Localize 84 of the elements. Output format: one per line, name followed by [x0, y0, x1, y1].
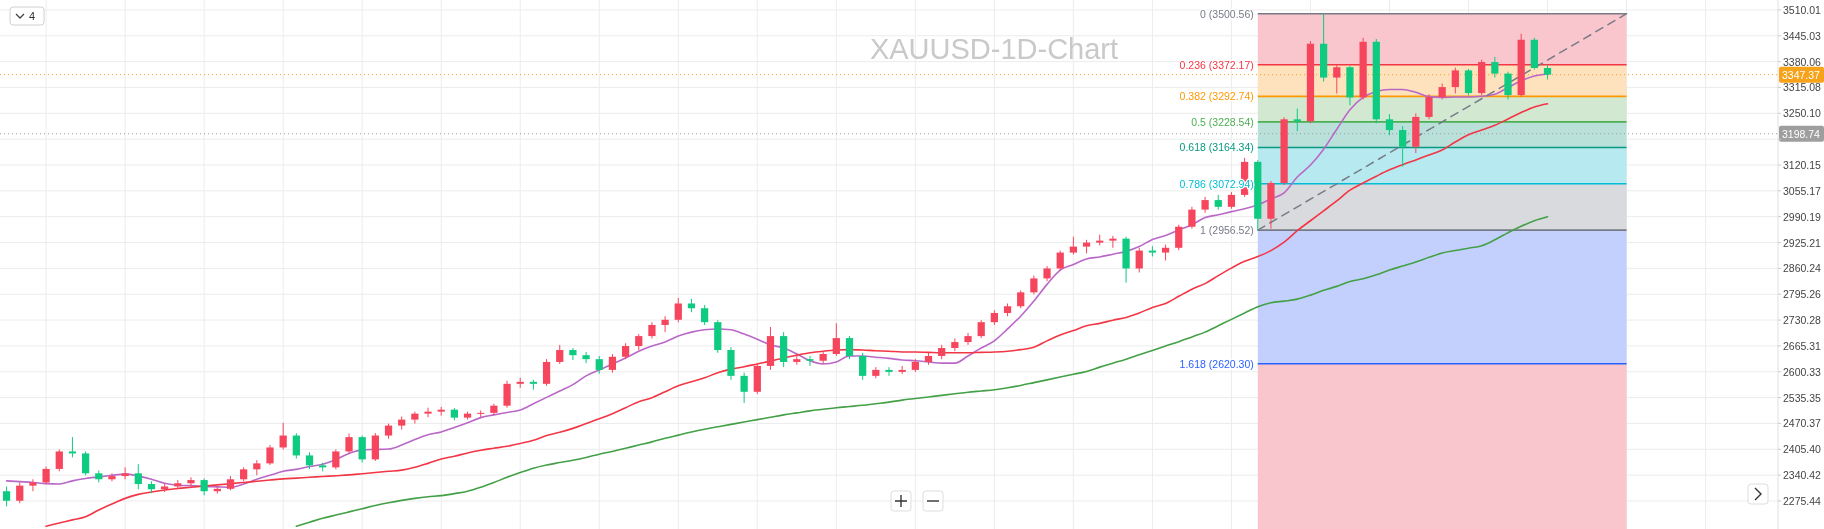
candlestick	[108, 472, 116, 482]
y-tick-label: 2665.31	[1783, 339, 1822, 352]
candlestick	[1491, 56, 1499, 79]
candlestick	[859, 352, 867, 381]
candlestick	[964, 332, 972, 346]
candlestick	[1175, 224, 1183, 251]
y-tick-label: 2990.19	[1783, 210, 1822, 223]
candlestick	[332, 448, 340, 470]
y-tick-label: 2795.26	[1783, 288, 1822, 301]
candlestick	[411, 411, 419, 425]
candlestick	[832, 322, 840, 357]
candlestick	[424, 407, 432, 418]
candlestick	[1109, 235, 1117, 249]
y-tick-label: 3055.17	[1783, 184, 1822, 197]
y-tick-label: 3250.10	[1783, 107, 1822, 120]
ref-line-label: 3347.37	[1782, 68, 1821, 81]
ref-line-label: 1 (2956.52)	[1200, 224, 1254, 237]
candlestick	[819, 350, 827, 365]
candlestick	[740, 372, 748, 404]
candlestick	[1451, 67, 1459, 94]
candlestick	[134, 463, 142, 490]
ref-line-label: 0.382 (3292.74)	[1179, 90, 1254, 103]
candlestick	[1385, 113, 1394, 136]
candlestick	[55, 448, 63, 472]
candlestick	[29, 478, 37, 492]
ref-line-label: 1.618 (2620.30)	[1179, 357, 1254, 370]
candlestick	[503, 380, 511, 409]
candlestick	[16, 481, 24, 504]
candlestick	[68, 436, 77, 458]
candlestick	[582, 351, 590, 364]
candlestick	[885, 366, 893, 377]
y-tick-label: 2275.44	[1783, 494, 1822, 507]
candlestick	[187, 476, 195, 487]
y-tick-label: 2600.33	[1783, 365, 1822, 378]
candlestick	[556, 344, 564, 365]
candlestick	[279, 422, 287, 450]
candlestick	[569, 347, 577, 361]
ref-line-label: 0.618 (3164.34)	[1179, 141, 1254, 154]
y-tick-label: 2405.40	[1783, 443, 1822, 456]
candlestick	[1135, 247, 1143, 273]
candlestick	[1504, 71, 1512, 100]
line-series	[295, 215, 1549, 528]
candlestick	[1148, 245, 1157, 258]
candlestick	[292, 432, 300, 460]
y-tick-label: 2925.21	[1783, 236, 1822, 249]
y-tick-label: 2470.37	[1783, 417, 1822, 430]
ref-line-label: 0.236 (3372.17)	[1179, 58, 1254, 71]
y-tick-label: 3120.15	[1783, 159, 1822, 171]
ref-line-label: 3198.74	[1782, 127, 1821, 140]
y-tick-label: 2340.42	[1783, 469, 1822, 482]
y-tick-label: 2860.24	[1783, 262, 1822, 275]
candlestick	[845, 335, 854, 360]
candlestick	[1425, 93, 1433, 120]
y-tick-label: 3315.08	[1783, 81, 1822, 94]
candlestick	[1030, 275, 1038, 295]
candlestick	[1464, 68, 1473, 96]
line-series	[45, 103, 1549, 528]
ref-line-label: 0 (3500.56)	[1200, 7, 1254, 20]
candlestick	[121, 466, 129, 480]
candlestick	[951, 337, 959, 352]
candlestick	[1333, 64, 1341, 94]
y-tick-label: 2535.35	[1783, 391, 1822, 404]
candlestick	[266, 444, 274, 466]
candlestick	[542, 358, 551, 387]
candlestick	[674, 297, 682, 323]
ref-line-label: 0.5 (3228.54)	[1191, 115, 1254, 128]
candlestick	[371, 432, 379, 462]
candlestick	[806, 355, 814, 367]
y-tick-label: 3380.06	[1783, 55, 1822, 68]
candlestick	[1056, 250, 1064, 271]
candlestick	[1293, 108, 1301, 132]
candlestick	[2, 485, 11, 507]
candlestick	[1399, 125, 1407, 168]
annotation: 4	[29, 10, 36, 22]
candlestick	[608, 353, 617, 374]
candlestick	[700, 304, 709, 326]
candlestick	[1188, 206, 1196, 230]
candlestick	[345, 433, 353, 454]
candlestick	[358, 435, 366, 464]
candlestick	[661, 315, 669, 333]
y-tick-label: 3445.03	[1783, 29, 1822, 42]
y-tick-label: 3510.01	[1783, 3, 1822, 16]
candlestick	[81, 450, 90, 476]
y-tick-label: 2730.28	[1783, 314, 1822, 327]
